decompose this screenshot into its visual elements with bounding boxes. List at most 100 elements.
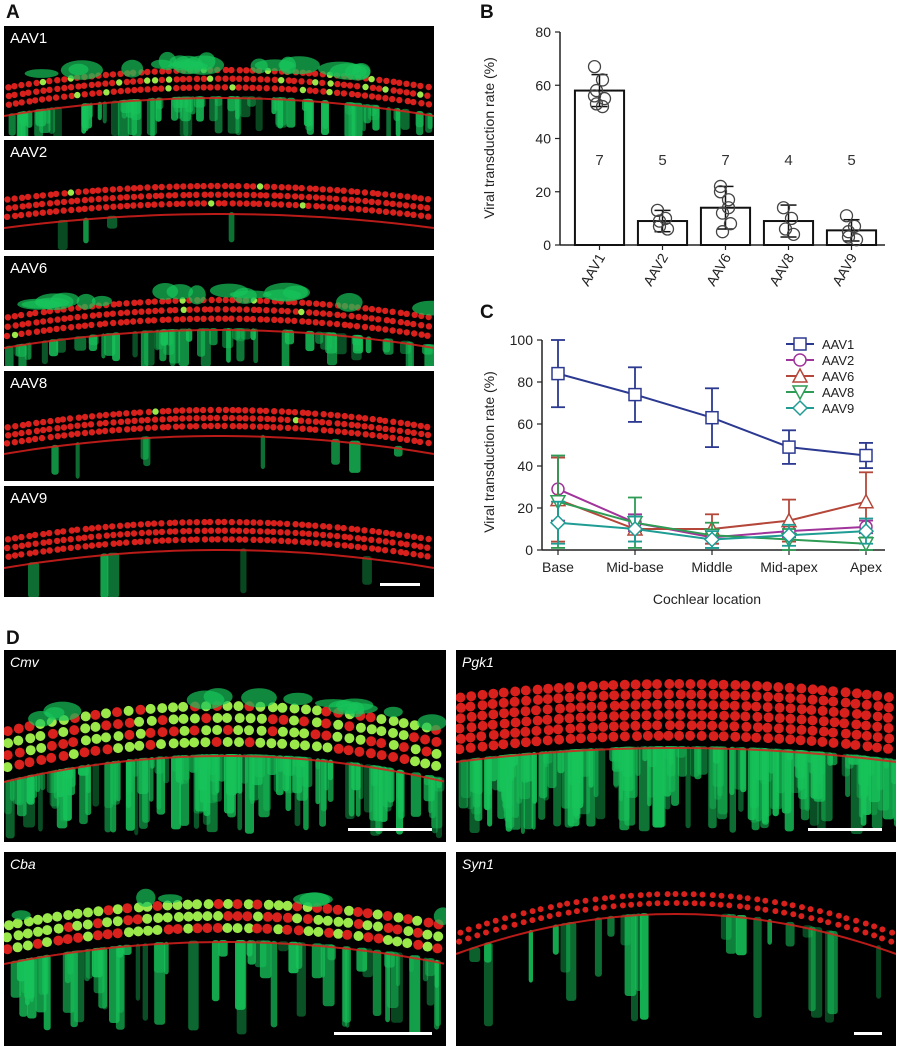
bar-point — [589, 83, 604, 98]
series-point — [857, 523, 875, 540]
micrograph-aav8-image — [4, 406, 434, 479]
line-ytick-label: 20 — [517, 500, 533, 516]
micrograph-syn1: Syn1 — [456, 852, 896, 1046]
micrograph-syn1-image — [456, 891, 896, 1035]
micrograph-aav1: AAV1 — [4, 26, 434, 136]
line-chart: Viral transduction rate (%) Cochlear loc… — [481, 332, 885, 607]
scale-bar — [348, 828, 432, 831]
bar-n-label: 5 — [658, 152, 666, 169]
legend-label-aav1: AAV1 — [822, 337, 854, 352]
bar-category-label: AAV1 — [577, 250, 608, 288]
bar-point — [715, 225, 730, 239]
scale-bar — [808, 828, 882, 831]
legend-marker — [791, 399, 809, 417]
micrograph-cba-image — [4, 888, 446, 1035]
bar-point — [839, 209, 854, 223]
bar-point — [660, 222, 675, 236]
micrograph-aav6: AAV6 — [4, 256, 434, 366]
panel-label-d: D — [6, 628, 20, 649]
series-point — [859, 448, 873, 463]
bar-point — [587, 59, 602, 74]
series-aav1 — [551, 339, 873, 470]
line-ytick-label: 40 — [517, 458, 533, 474]
micrograph-pgk1: Pgk1 — [456, 650, 896, 842]
bar-point — [650, 203, 665, 218]
micrograph-pgk1-image — [456, 679, 896, 834]
bar-category-label: AAV8 — [766, 250, 797, 288]
bar-n-label: 5 — [847, 152, 855, 169]
bar-n-label: 7 — [721, 152, 729, 169]
line-ytick-label: 0 — [525, 542, 533, 558]
micrograph-cmv-image — [4, 688, 446, 839]
bar-category-label: AAV6 — [703, 250, 734, 288]
bar-point — [786, 227, 801, 242]
line-ytick-label: 100 — [510, 332, 534, 348]
bar-ytick-label: 60 — [535, 77, 551, 93]
scale-bar — [380, 583, 420, 586]
bar-point — [589, 97, 604, 111]
legend-label-aav6: AAV6 — [822, 369, 854, 384]
legend-marker — [793, 353, 807, 367]
bar-category-label: AAV2 — [640, 250, 671, 288]
bar-point — [652, 214, 667, 228]
micrograph-pgk1-label: Pgk1 — [462, 654, 494, 670]
bar-point — [784, 211, 799, 226]
legend-marker — [793, 337, 807, 351]
scale-bar — [334, 1032, 432, 1035]
micrograph-syn1-label: Syn1 — [462, 856, 494, 872]
micrograph-cba-label: Cba — [10, 856, 36, 872]
bar-point — [595, 73, 610, 87]
bar-chart-ylabel: Viral transduction rate (%) — [481, 57, 497, 219]
series-point — [782, 440, 796, 454]
series-point — [857, 493, 875, 509]
series-point — [780, 527, 798, 544]
bar-point — [713, 185, 728, 199]
bar-aav1 — [573, 89, 626, 246]
micrograph-aav9-image — [4, 518, 434, 597]
bar-n-label: 4 — [784, 152, 792, 169]
micrograph-cmv: Cmv — [4, 650, 446, 842]
bar-ytick-label: 0 — [543, 237, 551, 253]
legend-marker — [791, 367, 809, 383]
bar-point — [723, 217, 738, 231]
legend-label-aav2: AAV2 — [822, 353, 854, 368]
bar-point — [587, 89, 602, 103]
bar-point — [713, 179, 728, 194]
line-chart-xlabel: Cochlear location — [653, 591, 761, 607]
micrograph-aav8-label: AAV8 — [10, 375, 48, 392]
series-point — [703, 531, 721, 548]
bar-point — [721, 201, 736, 215]
micrograph-aav6-image — [4, 282, 434, 366]
bar-point — [849, 233, 864, 247]
micrograph-cba: Cba — [4, 852, 446, 1046]
micrograph-aav8: AAV8 — [4, 371, 434, 481]
micrograph-cmv-label: Cmv — [10, 654, 39, 670]
panel-label-a: A — [6, 2, 20, 23]
bar-point — [595, 99, 610, 114]
micrograph-aav1-label: AAV1 — [10, 30, 48, 47]
micrograph-aav9-label: AAV9 — [10, 490, 48, 507]
micrograph-aav6-label: AAV6 — [10, 260, 48, 277]
series-point — [626, 520, 644, 538]
bar-n-label: 7 — [595, 152, 603, 169]
bar-point — [776, 201, 791, 215]
bar-ytick-label: 40 — [535, 131, 551, 147]
micrograph-aav2: AAV2 — [4, 140, 434, 250]
bar-point — [841, 230, 856, 244]
scale-bar — [854, 1032, 882, 1035]
bar-ytick-label: 20 — [535, 184, 551, 200]
legend-label-aav8: AAV8 — [822, 385, 854, 400]
micrograph-aav1-image — [4, 51, 434, 136]
bar-point — [721, 193, 736, 207]
line-xtick-label: Middle — [691, 559, 732, 575]
bar-point — [841, 225, 856, 239]
micrograph-aav2-label: AAV2 — [10, 144, 48, 161]
series-point — [628, 387, 642, 402]
series-point — [705, 410, 719, 425]
line-xtick-label: Mid-apex — [760, 559, 818, 575]
legend-marker — [791, 385, 809, 401]
line-xtick-label: Apex — [850, 559, 882, 575]
micrograph-aav9: AAV9 — [4, 486, 434, 597]
series-aav9 — [549, 500, 875, 549]
panel-label-b: B — [480, 2, 494, 23]
